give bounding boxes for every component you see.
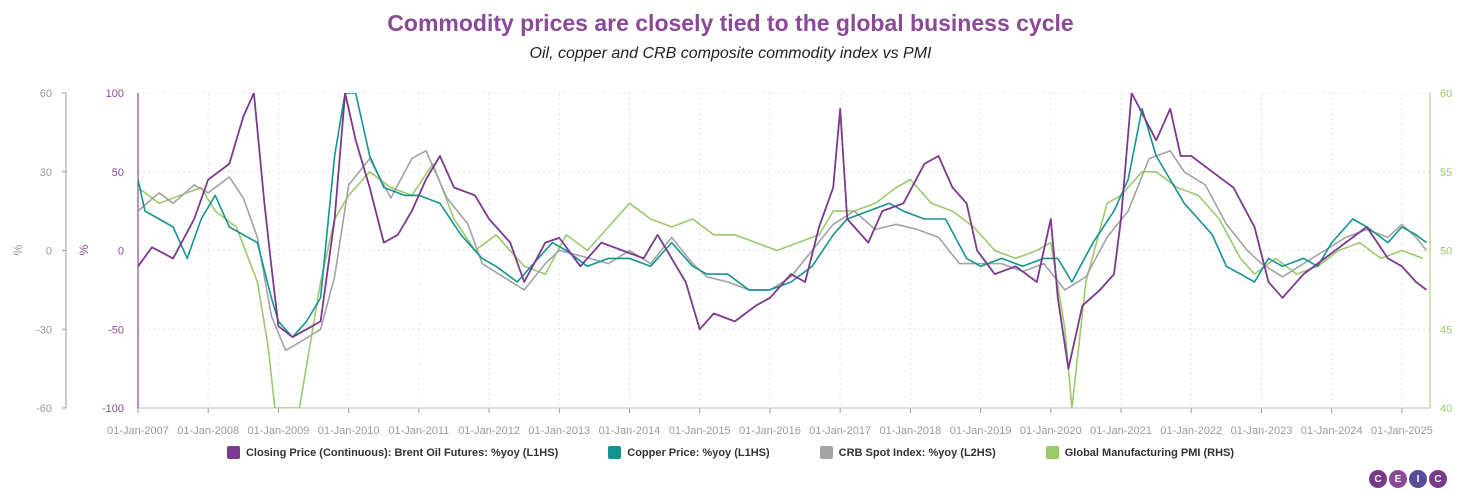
x-tick-label: 01-Jan-2024 [1301, 425, 1363, 437]
legend-item[interactable]: Global Manufacturing PMI (RHS) [1045, 446, 1235, 459]
x-tick-label: 01-Jan-2010 [318, 425, 380, 437]
chart-title: Commodity prices are closely tied to the… [387, 10, 1074, 36]
legend-swatch [608, 446, 622, 459]
left1-axis-label: % [77, 244, 91, 255]
right-tick-label: 60 [1440, 88, 1452, 100]
x-tick-label: 01-Jan-2014 [599, 425, 661, 437]
left1-tick-label: -100 [102, 403, 124, 415]
legend-swatch [819, 446, 833, 459]
x-tick-label: 01-Jan-2009 [248, 425, 310, 437]
right-tick-label: 50 [1440, 246, 1452, 258]
x-tick-label: 01-Jan-2012 [458, 425, 520, 437]
x-tick-label: 01-Jan-2015 [669, 425, 731, 437]
left2-axis-label: % [11, 244, 25, 255]
legend-label: CRB Spot Index: %yoy (L2HS) [838, 446, 996, 459]
series-line [138, 93, 1428, 370]
legend-label: Global Manufacturing PMI (RHS) [1064, 446, 1235, 459]
x-tick-label: 01-Jan-2008 [177, 425, 239, 437]
x-tick-label: 01-Jan-2013 [528, 425, 590, 437]
logo-letter: C [1369, 470, 1387, 488]
axes: 01-Jan-2007 01-Jan-2008 01-Jan-2009 01-Jan-… [11, 88, 1452, 437]
left1-tick-label: 0 [118, 246, 124, 258]
logo-letter: I [1409, 470, 1427, 488]
x-tick-label: 01-Jan-2022 [1160, 425, 1222, 437]
x-tick-label: 01-Jan-2007 [107, 425, 169, 437]
left1-tick-label: -50 [108, 324, 124, 336]
left1-tick-label: 100 [106, 88, 124, 100]
left1-tick-label: 50 [112, 167, 124, 179]
legend-item[interactable]: Closing Price (Continuous): Brent Oil Fu… [226, 446, 559, 459]
legend-swatch [226, 446, 240, 459]
legend-label: Copper Price: %yoy (L1HS) [627, 446, 770, 459]
legend: Closing Price (Continuous): Brent Oil Fu… [0, 446, 1461, 459]
x-tick-label: 01-Jan-2018 [880, 425, 942, 437]
logo-letter: C [1429, 470, 1447, 488]
x-tick-label: 01-Jan-2017 [809, 425, 871, 437]
legend-item[interactable]: Copper Price: %yoy (L1HS) [608, 446, 770, 459]
x-tick-label: 01-Jan-2016 [739, 425, 801, 437]
left2-tick-label: 30 [40, 167, 52, 179]
series-line [138, 93, 1427, 338]
left2-tick-label: -30 [36, 324, 52, 336]
x-tick-label: 01-Jan-2020 [1020, 425, 1082, 437]
legend-item[interactable]: CRB Spot Index: %yoy (L2HS) [819, 446, 996, 459]
right-tick-label: 45 [1440, 324, 1452, 336]
chart-subtitle: Oil, copper and CRB composite commodity … [529, 45, 932, 62]
x-tick-label: 01-Jan-2021 [1090, 425, 1152, 437]
x-tick-label: 01-Jan-2025 [1371, 425, 1433, 437]
x-tick-label: 01-Jan-2023 [1231, 425, 1293, 437]
right-tick-label: 55 [1440, 167, 1452, 179]
left2-tick-label: -60 [36, 403, 52, 415]
series-lines [138, 93, 1428, 408]
logo-letter: E [1389, 470, 1407, 488]
left2-tick-label: 60 [40, 88, 52, 100]
x-tick-label: 01-Jan-2011 [388, 425, 449, 437]
legend-label: Closing Price (Continuous): Brent Oil Fu… [245, 446, 559, 459]
left2-tick-label: 0 [46, 246, 52, 258]
right-tick-label: 40 [1440, 403, 1452, 415]
x-tick-label: 01-Jan-2019 [950, 425, 1012, 437]
legend-swatch [1045, 446, 1059, 459]
